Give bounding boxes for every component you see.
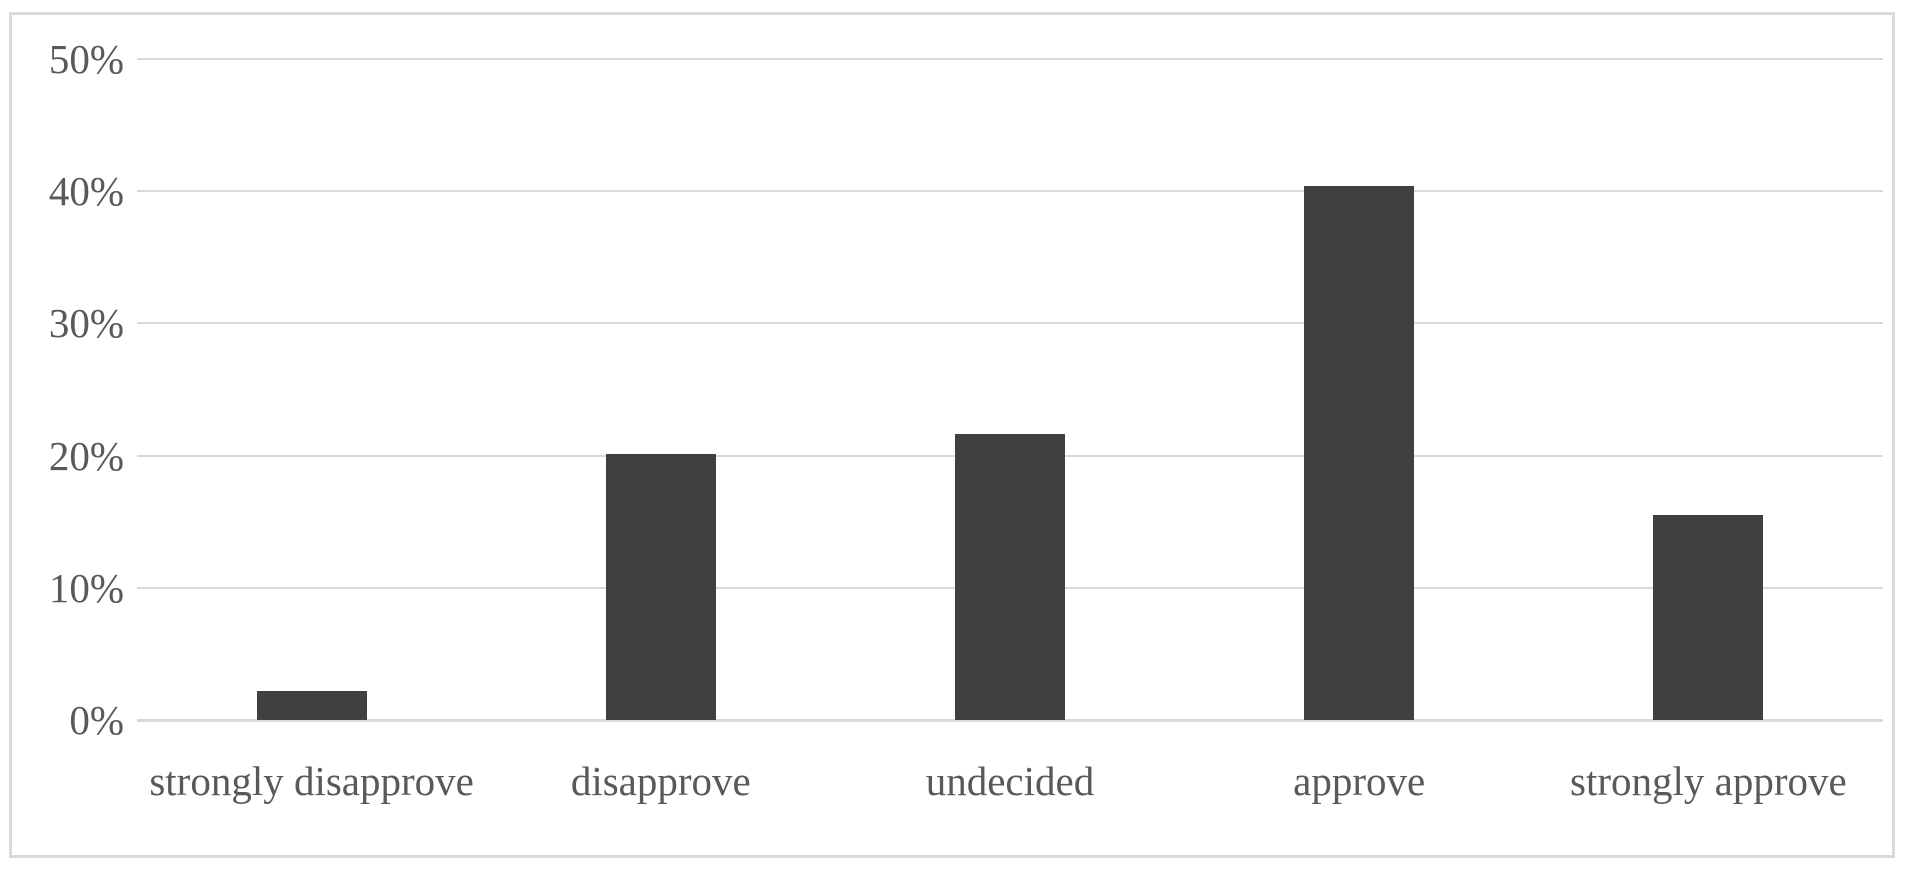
y-tick-label: 50% bbox=[48, 36, 124, 82]
gridline bbox=[137, 58, 1883, 60]
bar-approve bbox=[1304, 186, 1415, 720]
bar-disapprove bbox=[605, 454, 716, 720]
bar-strongly-approve bbox=[1653, 515, 1764, 720]
y-tick-label: 40% bbox=[48, 168, 124, 215]
y-tick-label: 0% bbox=[69, 697, 124, 743]
plot-area bbox=[137, 58, 1883, 722]
gridline bbox=[137, 190, 1883, 193]
x-category-label: disapprove bbox=[570, 758, 751, 804]
x-category-label: strongly disapprove bbox=[149, 758, 474, 804]
y-tick-label: 10% bbox=[48, 564, 124, 611]
x-axis-line bbox=[137, 719, 1883, 722]
y-tick-label: 30% bbox=[48, 300, 124, 347]
y-tick-label: 20% bbox=[48, 432, 124, 479]
x-category-label: approve bbox=[1293, 758, 1426, 804]
bar-undecided bbox=[955, 434, 1065, 720]
bar-strongly-disapprove bbox=[256, 691, 367, 720]
x-category-label: strongly approve bbox=[1570, 758, 1847, 804]
chart-frame: 0% 10% 20% 30% 40% 50% strongly disapprove dis… bbox=[9, 12, 1895, 858]
gridline bbox=[137, 322, 1883, 325]
x-category-label: undecided bbox=[925, 758, 1095, 804]
